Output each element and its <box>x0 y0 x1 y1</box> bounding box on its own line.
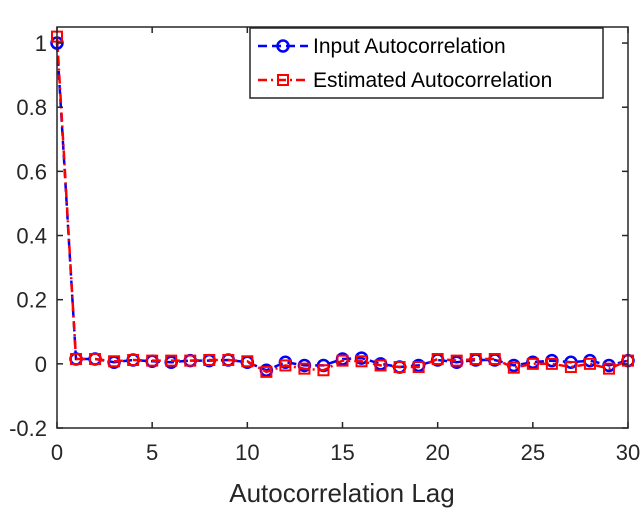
data-point-estimated-4 <box>127 353 140 366</box>
data-point-estimated-6 <box>165 354 178 367</box>
data-point-estimated-22 <box>469 353 482 366</box>
data-point-estimated-7 <box>184 354 197 367</box>
data-point-estimated-28 <box>583 357 596 370</box>
series-line-2 <box>55 36 629 374</box>
legend: Input Autocorrelation Estimated Autocorre… <box>249 27 604 99</box>
data-point-estimated-29 <box>602 362 615 375</box>
legend-label-2: Estimated Autocorrelation <box>313 69 552 92</box>
x-tick-label: 0 <box>51 440 63 465</box>
data-point-estimated-3 <box>108 355 121 368</box>
x-tick-label: 20 <box>425 440 449 465</box>
data-point-estimated-10 <box>241 355 254 368</box>
data-point-estimated-11 <box>260 365 273 378</box>
data-point-estimated-9 <box>222 353 235 366</box>
data-point-estimated-19 <box>412 361 425 374</box>
y-tick-label: 0.6 <box>16 159 47 184</box>
data-point-estimated-24 <box>507 361 520 374</box>
data-point-estimated-12 <box>279 359 292 372</box>
data-point-estimated-1 <box>70 353 83 366</box>
data-point-estimated-25 <box>526 357 539 370</box>
y-tick-label: 0.4 <box>16 224 47 249</box>
data-point-estimated-16 <box>355 355 368 368</box>
y-tick-label: 0 <box>35 352 47 377</box>
x-tick-label: 5 <box>146 440 158 465</box>
data-point-estimated-18 <box>393 361 406 374</box>
x-axis-label: Autocorrelation Lag <box>229 478 454 508</box>
data-point-estimated-26 <box>545 357 558 370</box>
x-tick-label: 10 <box>235 440 259 465</box>
y-tick-label: 0.8 <box>16 95 47 120</box>
data-point-estimated-27 <box>564 361 577 374</box>
legend-label-1: Input Autocorrelation <box>313 35 506 58</box>
series-layer <box>50 30 635 378</box>
legend-marker-square <box>277 74 289 86</box>
data-point-estimated-5 <box>146 354 159 367</box>
x-tick-label: 30 <box>616 440 640 465</box>
data-point-estimated-23 <box>488 353 501 366</box>
data-point-estimated-13 <box>298 362 311 375</box>
x-tick-label: 25 <box>521 440 545 465</box>
data-point-estimated-21 <box>450 354 463 367</box>
data-point-estimated-8 <box>203 353 216 366</box>
legend-marker-circle <box>276 39 290 53</box>
data-point-estimated-15 <box>336 354 349 367</box>
data-point-estimated-2 <box>89 353 102 366</box>
y-tick-label: 1 <box>35 31 47 56</box>
legend-box <box>249 27 604 99</box>
axes-layer: 0 5 10 15 20 25 30-0.200.20.40.60.81 <box>9 26 640 465</box>
data-point-estimated-17 <box>374 359 387 372</box>
data-point-estimated-20 <box>431 353 444 366</box>
data-point-estimated-14 <box>317 364 330 377</box>
y-tick-label: 0.2 <box>16 288 47 313</box>
y-tick-label: -0.2 <box>9 416 47 441</box>
x-tick-label: 15 <box>330 440 354 465</box>
